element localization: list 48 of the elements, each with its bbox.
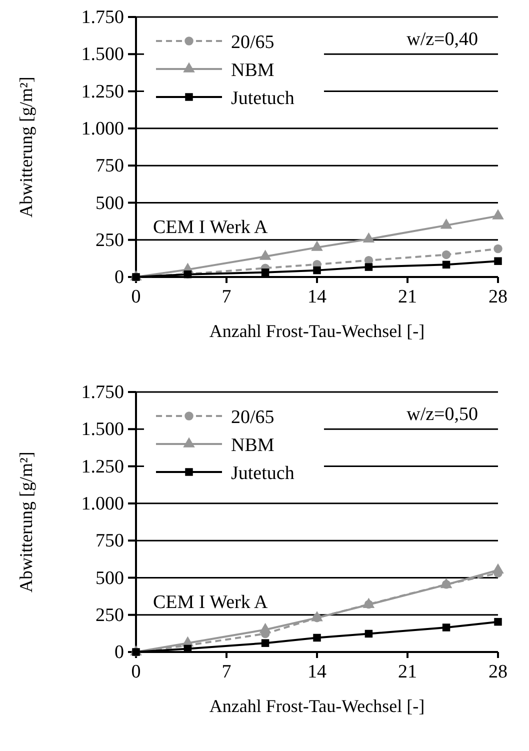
- point: [261, 639, 270, 647]
- y-tick-label: 1.500: [81, 419, 124, 440]
- x-tick-label: 21: [398, 661, 417, 682]
- y-tick-label: 1.750: [81, 7, 124, 28]
- annotation: w/z=0,40: [406, 29, 478, 50]
- y-tick-label: 250: [96, 230, 124, 251]
- legend-label: NBM: [231, 435, 274, 456]
- y-tick-label: 0: [114, 642, 124, 664]
- y-tick-label: 750: [96, 156, 124, 177]
- legend-label: 20/65: [231, 407, 274, 428]
- annotation: CEM I Werk A: [153, 217, 268, 238]
- y-tick-label: 500: [96, 568, 124, 589]
- annotation: CEM I Werk A: [153, 592, 268, 613]
- point: [494, 618, 502, 626]
- x-axis-title: Anzahl Frost-Tau-Wechsel [-]: [209, 321, 425, 341]
- legend-label: 20/65: [231, 32, 274, 53]
- point: [442, 624, 450, 632]
- point: [364, 630, 373, 638]
- legend-label: NBM: [231, 60, 274, 81]
- x-tick-label: 28: [488, 286, 508, 308]
- legend-label: Jutetuch: [231, 463, 295, 484]
- x-tick-label: 14: [308, 661, 327, 682]
- annotation: w/z=0,50: [406, 404, 478, 425]
- point: [259, 622, 272, 634]
- y-axis-title: Abwitterung [g/m²]: [16, 452, 36, 592]
- y-tick-label: 500: [96, 192, 124, 214]
- y-tick-label: 1.500: [81, 44, 124, 66]
- y-axis-title: Abwitterung [g/m²]: [16, 76, 36, 218]
- x-tick-label: 14: [308, 286, 327, 308]
- y-tick-label: 1.250: [81, 456, 124, 478]
- y-tick-label: 250: [96, 604, 124, 626]
- point: [313, 634, 321, 642]
- y-tick-label: 750: [96, 530, 124, 552]
- x-axis-title: Anzahl Frost-Tau-Wechsel [-]: [209, 696, 425, 716]
- y-tick-label: 0: [114, 267, 124, 288]
- x-tick-label: 7: [222, 286, 232, 308]
- y-tick-label: 1.000: [81, 494, 124, 515]
- x-tick-label: 28: [488, 661, 508, 682]
- x-tick-label: 0: [131, 286, 141, 308]
- legend-label: Jutetuch: [231, 88, 295, 109]
- y-tick-label: 1.750: [81, 382, 124, 404]
- y-tick-label: 1.250: [81, 81, 124, 102]
- y-tick-label: 1.000: [81, 118, 124, 140]
- x-tick-label: 0: [131, 661, 141, 682]
- x-tick-label: 21: [398, 286, 417, 308]
- point: [440, 578, 452, 588]
- x-tick-label: 7: [222, 661, 232, 682]
- point: [492, 563, 504, 574]
